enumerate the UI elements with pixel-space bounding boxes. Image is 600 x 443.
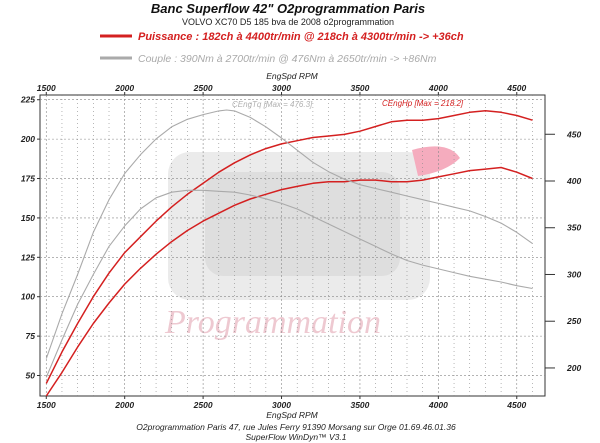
x-tick-label-top: 1500 xyxy=(37,83,56,93)
y-left-tick-label: 50 xyxy=(26,371,36,381)
x-tick-label-bottom: 2000 xyxy=(114,400,134,410)
x-tick-label-bottom: 1500 xyxy=(37,400,56,410)
y-left-tick-label: 75 xyxy=(26,331,36,341)
y-left-tick-label: 125 xyxy=(21,252,35,262)
series-line-2 xyxy=(45,166,533,397)
power-max-annotation: CEngHp [Max = 218.2] xyxy=(382,99,464,108)
y-right-tick-label: 200 xyxy=(566,363,581,373)
torque-max-annotation: CEngTq [Max = 476.3] xyxy=(232,100,313,109)
y-right-tick-label: 400 xyxy=(566,176,581,186)
x-tick-label-top: 3500 xyxy=(350,83,369,93)
x-tick-label-bottom: 4500 xyxy=(506,400,526,410)
series-lines xyxy=(45,109,533,397)
x-tick-label-bottom: 3000 xyxy=(272,400,291,410)
x-tick-label-top: 2500 xyxy=(193,83,213,93)
y-left-tick-label: 200 xyxy=(20,134,35,144)
y-right-tick-label: 450 xyxy=(566,129,581,139)
legend-power-label: Puissance : 182ch à 4400tr/min @ 218ch à… xyxy=(138,31,464,43)
x-tick-label-top: 4500 xyxy=(506,83,526,93)
grid xyxy=(40,95,545,396)
x-tick-label-top: 3000 xyxy=(272,83,291,93)
x-tick-label-bottom: 3500 xyxy=(350,400,369,410)
chart-subtitle: VOLVO XC70 D5 185 bva de 2008 o2programm… xyxy=(182,17,394,27)
chart-title: Banc Superflow 42" O2programmation Paris xyxy=(151,1,425,16)
series-line-4 xyxy=(45,189,533,378)
x-axis-label-top: EngSpd RPM xyxy=(266,71,318,81)
y-right-tick-label: 250 xyxy=(566,316,581,326)
x-axis-label-bottom: EngSpd RPM xyxy=(266,410,318,420)
x-tick-label-top: 4000 xyxy=(428,83,448,93)
legend-torque-label: Couple : 390Nm à 2700tr/min @ 476Nm à 26… xyxy=(138,53,437,65)
y-left-tick-label: 225 xyxy=(20,95,35,105)
y-right-tick-label: 300 xyxy=(567,269,581,279)
y-right-tick-label: 350 xyxy=(567,223,581,233)
y-left-tick-label: 100 xyxy=(21,292,35,302)
series-line-1 xyxy=(45,110,533,384)
footer-software: SuperFlow WinDyn™ V3.1 xyxy=(245,432,346,442)
x-tick-label-bottom: 2500 xyxy=(193,400,213,410)
y-left-tick-label: 150 xyxy=(21,213,35,223)
axis-ticks: 1500 1500 2000 2000 2500 2500 3000 3000 3500 3500… xyxy=(20,83,582,410)
watermark-text: Programmation xyxy=(164,304,381,341)
x-tick-label-top: 2000 xyxy=(114,83,134,93)
y-left-tick-label: 175 xyxy=(21,174,35,184)
footer-address: O2programmation Paris 47, rue Jules Ferr… xyxy=(136,422,456,432)
watermark-logo xyxy=(168,146,460,300)
x-tick-label-bottom: 4000 xyxy=(428,400,448,410)
series-line-3 xyxy=(45,109,533,359)
